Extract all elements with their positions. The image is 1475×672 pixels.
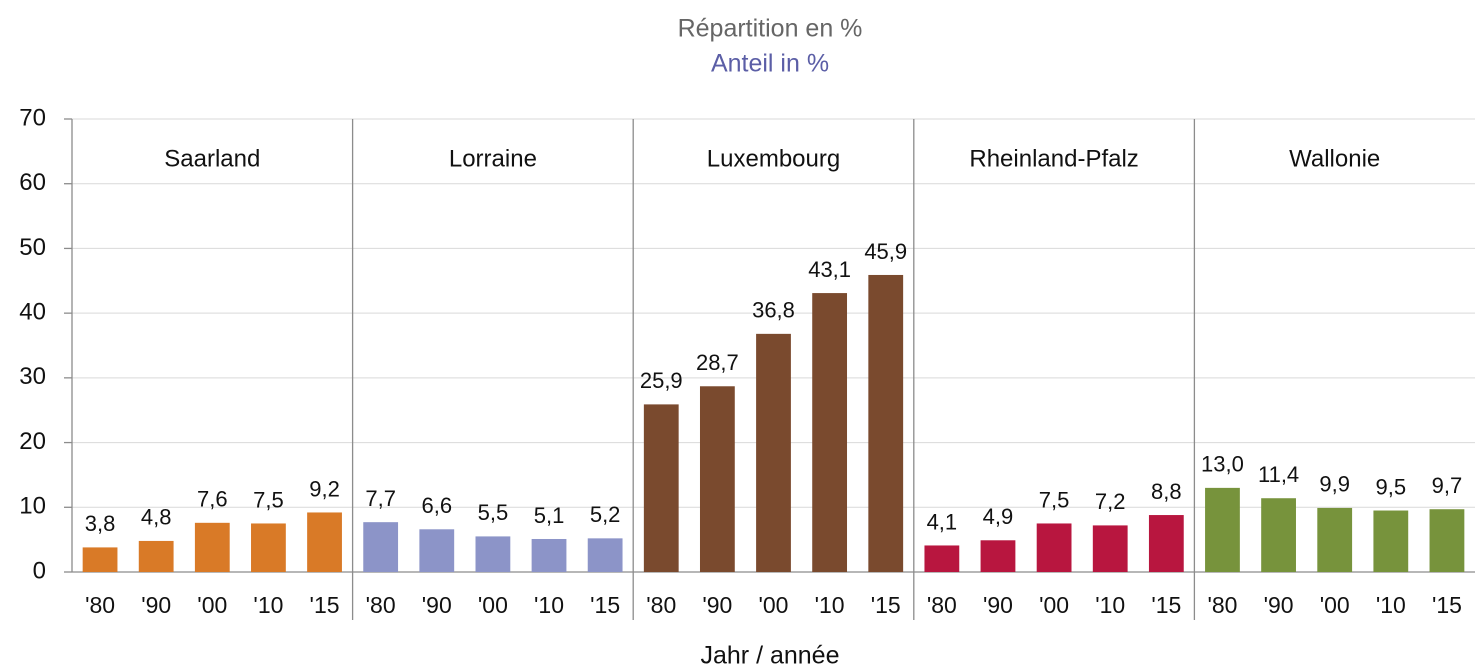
- data-label: 7,2: [1095, 489, 1126, 514]
- data-label: 4,1: [927, 509, 958, 534]
- x-tick-label: '15: [1432, 592, 1462, 618]
- y-tick-label: 0: [33, 557, 46, 584]
- x-tick-label: '15: [1151, 592, 1181, 618]
- bar: [868, 274, 904, 572]
- bar: [699, 386, 735, 572]
- data-label: 5,5: [478, 500, 509, 525]
- bar: [1205, 487, 1240, 572]
- data-label: 7,7: [365, 486, 396, 511]
- x-tick-label: '15: [871, 592, 901, 618]
- data-label: 4,9: [983, 504, 1014, 529]
- y-tick-label: 50: [19, 234, 46, 261]
- x-tick-label: '90: [702, 592, 732, 618]
- x-tick-label: '90: [983, 592, 1013, 618]
- group-label: Luxembourg: [707, 145, 840, 172]
- data-label: 9,5: [1376, 474, 1407, 499]
- bar: [924, 545, 960, 572]
- x-tick-label: '10: [1376, 592, 1406, 618]
- x-tick-label: '80: [366, 592, 396, 618]
- bar: [251, 523, 286, 572]
- bar: [587, 538, 623, 572]
- x-tick-label: '00: [1039, 592, 1069, 618]
- bar: [194, 522, 230, 572]
- bar: [1317, 507, 1353, 572]
- bar: [643, 404, 679, 572]
- x-tick-label: '80: [927, 592, 957, 618]
- data-label: 13,0: [1201, 452, 1244, 477]
- x-tick-label: '00: [197, 592, 227, 618]
- bar: [812, 293, 848, 572]
- data-label: 5,1: [534, 503, 565, 528]
- x-tick-label: '10: [815, 592, 845, 618]
- y-tick-label: 40: [19, 298, 46, 325]
- group-label: Saarland: [164, 145, 260, 172]
- chart-title: Répartition en %: [678, 15, 863, 43]
- x-tick-label: '00: [759, 592, 789, 618]
- data-label: 25,9: [640, 368, 683, 393]
- bar: [1429, 509, 1465, 572]
- bar: [82, 547, 118, 572]
- x-tick-label: '10: [253, 592, 283, 618]
- x-tick-label: '80: [85, 592, 115, 618]
- x-tick-label: '00: [478, 592, 508, 618]
- bar: [475, 536, 511, 572]
- data-label: 45,9: [864, 239, 907, 264]
- bar: [419, 529, 455, 572]
- bar: [531, 538, 567, 572]
- group-label: Rheinland-Pfalz: [969, 145, 1138, 172]
- bar: [980, 540, 1016, 572]
- data-label: 11,4: [1258, 462, 1299, 487]
- group-label: Wallonie: [1289, 145, 1380, 172]
- bar: [1373, 510, 1409, 572]
- y-tick-label: 30: [19, 363, 46, 390]
- data-label: 3,8: [85, 511, 116, 536]
- x-tick-label: '00: [1320, 592, 1350, 618]
- data-label: 43,1: [808, 257, 851, 282]
- bar: [1148, 515, 1184, 572]
- y-tick-label: 20: [19, 428, 46, 455]
- x-tick-label: '10: [534, 592, 564, 618]
- x-axis-label: Jahr / année: [701, 642, 840, 670]
- data-label: 7,5: [1039, 487, 1070, 512]
- bar: [1092, 525, 1128, 572]
- data-label: 4,8: [141, 505, 172, 530]
- data-label: 36,8: [752, 298, 795, 323]
- x-tick-label: '80: [1207, 592, 1237, 618]
- x-tick-label: '90: [422, 592, 452, 618]
- data-label: 28,7: [696, 350, 739, 375]
- data-label: 9,2: [309, 476, 340, 501]
- x-tick-label: '15: [590, 592, 620, 618]
- y-tick-label: 70: [19, 104, 46, 131]
- data-label: 7,6: [197, 487, 228, 512]
- bar: [138, 540, 174, 572]
- bar: [756, 333, 791, 572]
- bar: [1261, 498, 1296, 572]
- bar: [307, 512, 342, 572]
- data-label: 8,8: [1151, 479, 1182, 504]
- x-tick-label: '15: [310, 592, 340, 618]
- data-label: 9,9: [1319, 472, 1350, 497]
- data-label: 6,6: [421, 493, 452, 518]
- data-label: 9,7: [1432, 473, 1463, 498]
- chart-subtitle: Anteil in %: [711, 50, 829, 78]
- bar: [363, 522, 399, 572]
- bar: [1036, 523, 1072, 572]
- group-label: Lorraine: [449, 145, 537, 172]
- x-tick-label: '90: [1264, 592, 1294, 618]
- x-tick-label: '90: [141, 592, 171, 618]
- y-tick-label: 60: [19, 169, 46, 196]
- data-label: 7,5: [253, 487, 284, 512]
- y-tick-label: 10: [19, 493, 46, 520]
- data-label: 5,2: [590, 502, 621, 527]
- x-tick-label: '10: [1095, 592, 1125, 618]
- x-tick-label: '80: [646, 592, 676, 618]
